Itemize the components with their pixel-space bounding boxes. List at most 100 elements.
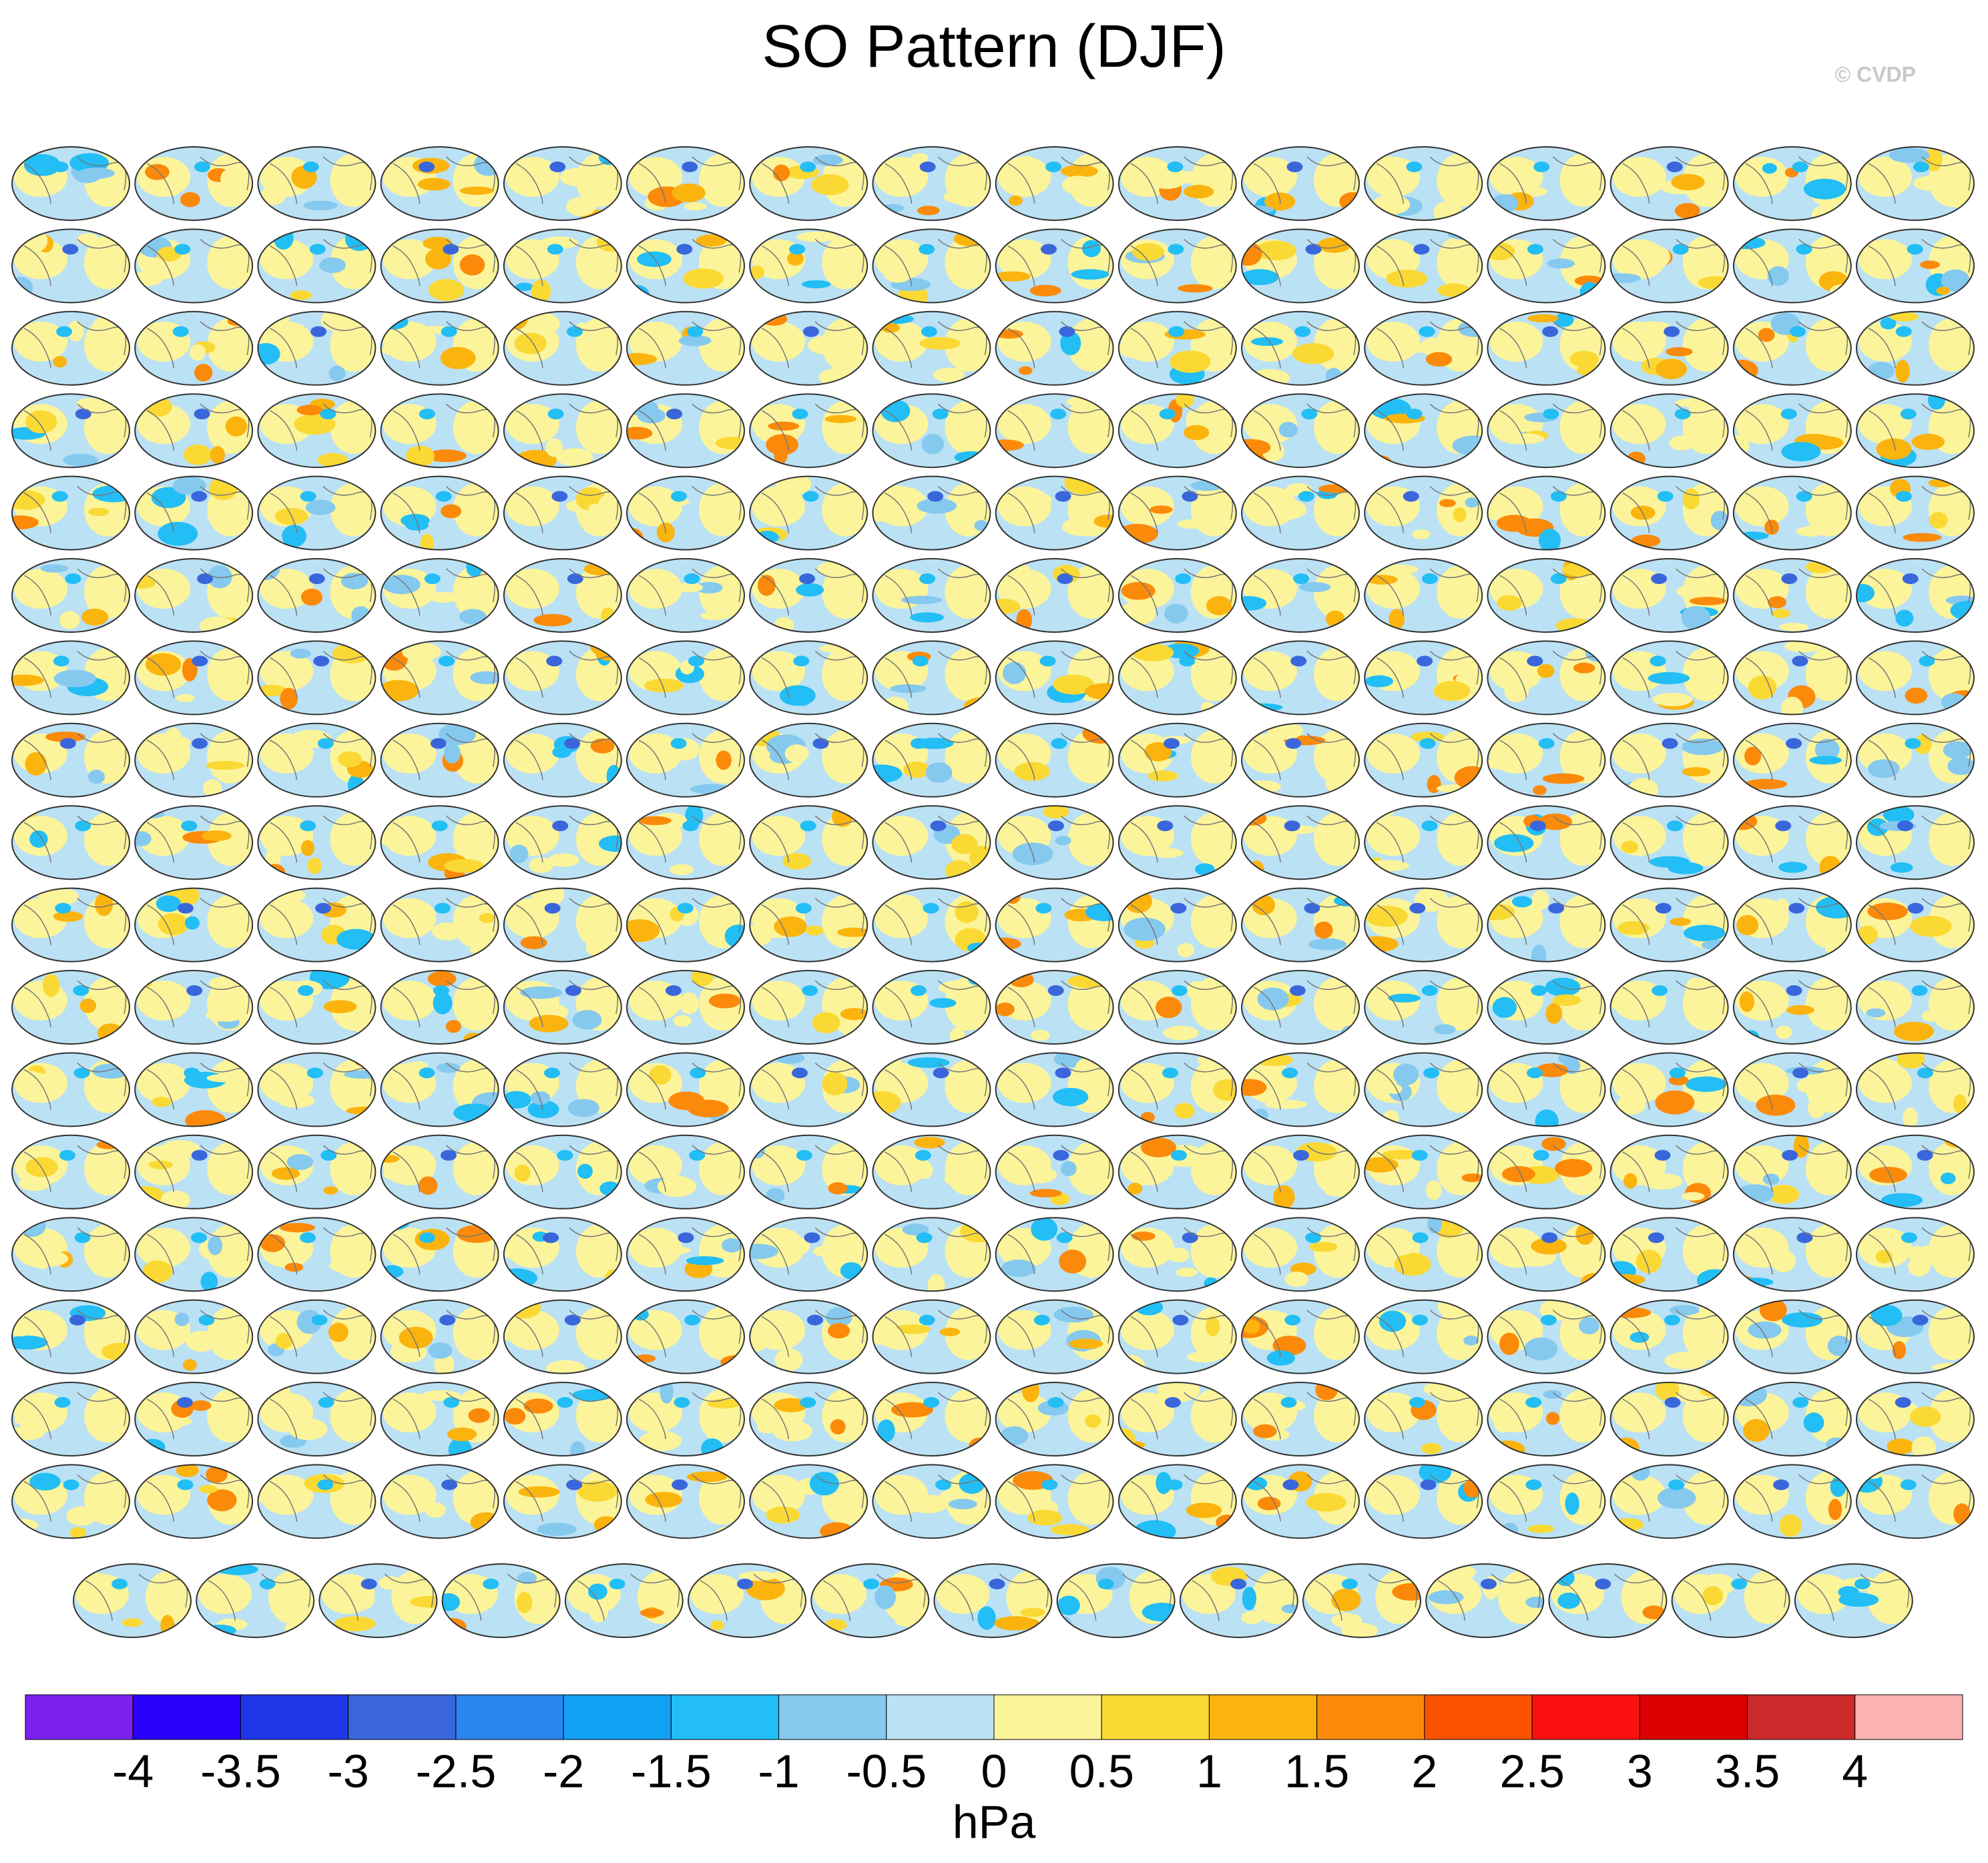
blob bbox=[1437, 812, 1483, 866]
blob bbox=[1463, 1335, 1479, 1346]
blob bbox=[1176, 1268, 1198, 1278]
map-panel bbox=[441, 1563, 561, 1638]
coastline bbox=[1499, 980, 1602, 1028]
blob bbox=[1796, 526, 1826, 537]
map-panel bbox=[1364, 228, 1483, 304]
blob bbox=[774, 1071, 788, 1091]
blob bbox=[1856, 583, 1875, 603]
blob bbox=[95, 892, 113, 916]
coastline bbox=[1622, 486, 1725, 533]
map-blobs bbox=[997, 806, 1113, 866]
blob bbox=[1897, 820, 1913, 832]
blob bbox=[176, 694, 195, 702]
colorbar-box bbox=[240, 1694, 349, 1740]
blob bbox=[1159, 409, 1176, 420]
map-outline bbox=[1609, 805, 1729, 880]
map-panel bbox=[872, 1299, 991, 1374]
blob bbox=[1531, 944, 1547, 962]
blob bbox=[687, 1099, 729, 1117]
blob bbox=[1903, 1107, 1918, 1127]
blob bbox=[1826, 1437, 1847, 1451]
coastline bbox=[515, 156, 619, 204]
coastline bbox=[270, 650, 372, 698]
map-outline bbox=[749, 393, 868, 469]
blob bbox=[158, 521, 198, 546]
map-panel bbox=[11, 558, 130, 633]
map-panel bbox=[1364, 1052, 1483, 1127]
map-outline bbox=[1241, 805, 1360, 880]
blob bbox=[340, 573, 368, 589]
blob bbox=[300, 820, 316, 832]
blob bbox=[1907, 902, 1924, 914]
blob bbox=[577, 1481, 617, 1502]
map-outline bbox=[11, 228, 130, 304]
blob bbox=[1921, 1010, 1939, 1022]
blob bbox=[1871, 1304, 1903, 1326]
blob bbox=[689, 1149, 706, 1161]
blob bbox=[1642, 1605, 1666, 1619]
colorbar-tick-label: -3 bbox=[328, 1745, 369, 1797]
map-outline bbox=[1732, 1464, 1852, 1539]
blob bbox=[1742, 1418, 1770, 1442]
blob bbox=[886, 894, 921, 914]
map-panel bbox=[1609, 475, 1729, 551]
blob bbox=[547, 853, 579, 867]
map-blobs bbox=[1305, 1571, 1421, 1637]
blob bbox=[1148, 770, 1178, 782]
blob bbox=[1674, 1382, 1698, 1402]
coastline bbox=[761, 1474, 864, 1522]
map-blobs bbox=[1610, 977, 1728, 1031]
coastline bbox=[885, 403, 987, 451]
coastline bbox=[1007, 1474, 1110, 1522]
coastline bbox=[1499, 1310, 1602, 1357]
map-blobs bbox=[1735, 1059, 1851, 1119]
blob bbox=[1819, 856, 1842, 879]
blob bbox=[1578, 1317, 1599, 1334]
blob bbox=[1701, 939, 1728, 951]
blob bbox=[181, 820, 198, 832]
blob bbox=[686, 1471, 728, 1483]
coastline bbox=[761, 568, 864, 616]
blob bbox=[627, 284, 650, 303]
blob bbox=[945, 1306, 991, 1360]
coastline bbox=[1806, 1573, 1910, 1621]
map-blobs bbox=[752, 806, 868, 870]
coastline bbox=[1868, 1392, 1971, 1440]
map-blobs bbox=[260, 1223, 376, 1278]
coastline bbox=[270, 898, 372, 945]
map-blobs bbox=[1242, 1053, 1359, 1122]
blob bbox=[444, 858, 485, 873]
map-outline bbox=[749, 1299, 868, 1374]
blob bbox=[466, 559, 483, 577]
map-blobs bbox=[875, 231, 991, 303]
map-panel bbox=[1487, 722, 1606, 798]
map-panel bbox=[1856, 393, 1975, 469]
map-panel bbox=[11, 887, 130, 963]
coastline bbox=[393, 321, 495, 368]
blob bbox=[1241, 1611, 1263, 1625]
blob bbox=[1412, 1232, 1429, 1244]
map-panel bbox=[1609, 393, 1729, 469]
blob bbox=[1162, 1067, 1178, 1079]
blob bbox=[433, 991, 453, 1015]
map-outline bbox=[1241, 393, 1360, 469]
map-outline bbox=[1364, 1382, 1483, 1456]
map-panel bbox=[749, 146, 868, 221]
blob bbox=[1067, 977, 1113, 1031]
blob bbox=[1085, 683, 1113, 700]
blob bbox=[1492, 997, 1517, 1018]
map-blobs bbox=[1735, 641, 1851, 715]
coastline bbox=[1745, 238, 1848, 286]
coastline bbox=[761, 238, 864, 286]
map-panel bbox=[318, 1563, 438, 1638]
blob bbox=[73, 985, 89, 996]
map-panel bbox=[1117, 1134, 1237, 1210]
coastline bbox=[146, 980, 250, 1028]
map-outline bbox=[1364, 970, 1483, 1045]
map-outline bbox=[1487, 475, 1606, 551]
coastline bbox=[515, 1145, 619, 1192]
blob bbox=[1786, 985, 1802, 996]
blob bbox=[1045, 162, 1062, 172]
map-outline bbox=[1609, 887, 1729, 963]
blob bbox=[1953, 1503, 1971, 1525]
